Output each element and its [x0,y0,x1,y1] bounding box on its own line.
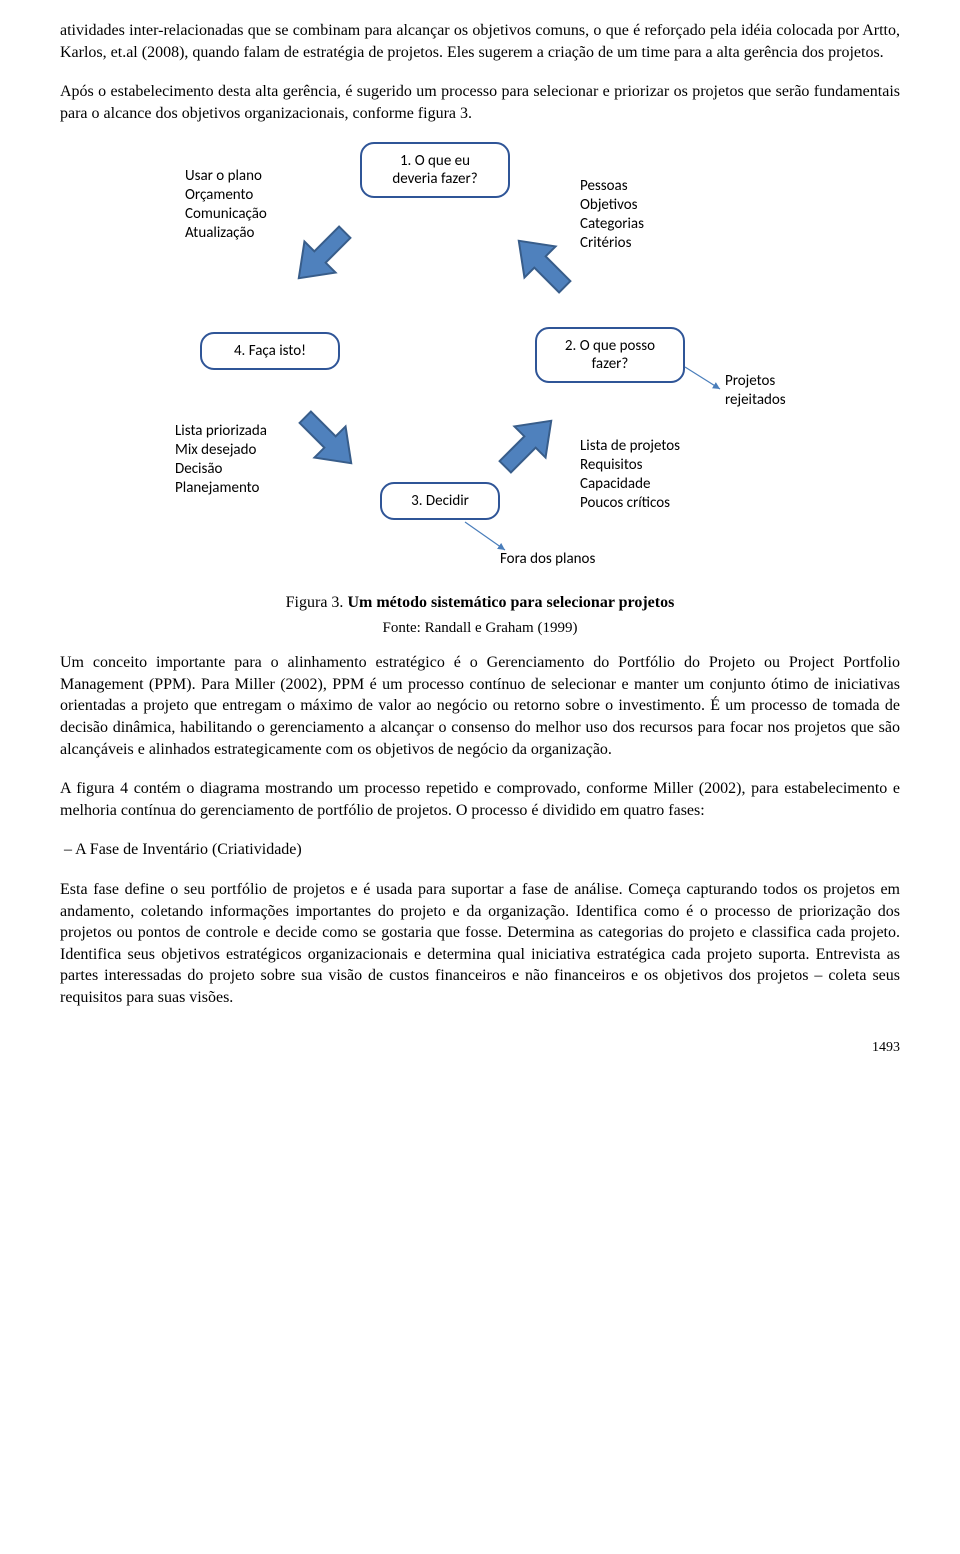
node-what-should-i-do: 1. O que eu deveria fazer? [360,142,510,198]
node-what-can-i-do: 2. O que posso fazer? [535,327,685,383]
annotation-prioritized-list: Lista priorizada Mix desejado Decisão Pl… [175,422,267,497]
arrow-4-to-1 [270,207,370,314]
arrow-2-to-3 [480,392,580,499]
thin-arrow-to-out-of-plans [465,522,525,562]
figure-3-caption: Figura 3. Um método sistemático para sel… [60,592,900,614]
paragraph-4: A figura 4 contém o diagrama mostrando u… [60,778,900,821]
node-do-it: 4. Faça isto! [200,332,340,370]
page-number: 1493 [60,1039,900,1058]
annotation-people-objectives: Pessoas Objetivos Categorias Critérios [580,177,644,252]
list-item-text: A Fase de Inventário (Criatividade) [75,841,302,858]
paragraph-intro-2: Após o estabelecimento desta alta gerênc… [60,81,900,124]
arrow-1-to-2 [490,212,590,319]
paragraph-3: Um conceito importante para o alinhament… [60,652,900,760]
paragraph-intro-1: atividades inter-relacionadas que se com… [60,20,900,63]
figure-3-diagram: 1. O que eu deveria fazer? 2. O que poss… [130,142,830,582]
list-item-inventory-phase: A Fase de Inventário (Criatividade) [60,839,900,861]
arrow-3-to-4 [280,392,380,499]
figure-3-caption-prefix: Figura 3. [286,594,348,611]
figure-3-caption-bold: Um método sistemático para selecionar pr… [347,594,674,611]
thin-arrow-to-rejected [685,367,735,407]
annotation-use-plan: Usar o plano Orçamento Comunicação Atual… [185,167,267,242]
annotation-project-list: Lista de projetos Requisitos Capacidade … [580,437,680,512]
figure-3-source: Fonte: Randall e Graham (1999) [60,618,900,638]
paragraph-5: Esta fase define o seu portfólio de proj… [60,879,900,1009]
